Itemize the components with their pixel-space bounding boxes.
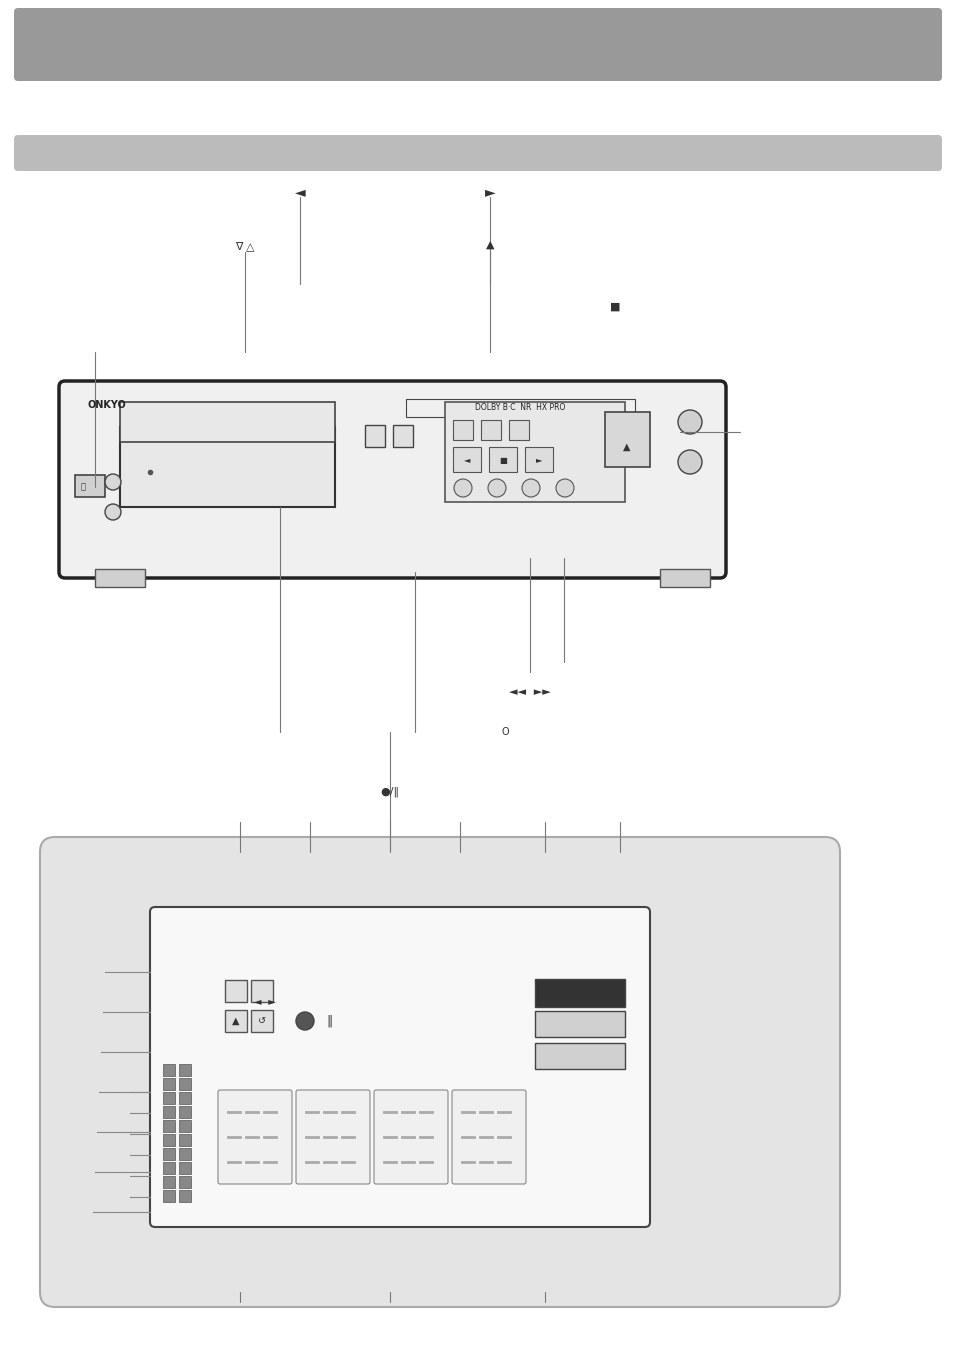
Bar [163, 1148, 174, 1160]
Bar [163, 1078, 174, 1090]
Bar [179, 1134, 191, 1146]
FancyBboxPatch shape [374, 1090, 448, 1184]
Bar [453, 420, 473, 439]
Circle shape [105, 504, 121, 521]
Bar [95, 569, 145, 587]
Bar [524, 448, 553, 472]
Bar [365, 425, 385, 448]
Bar [251, 980, 273, 1002]
Bar [75, 475, 105, 498]
Text: ▲: ▲ [622, 442, 630, 452]
Bar [120, 402, 335, 442]
Text: ◄: ◄ [294, 185, 305, 199]
Text: ◄: ◄ [463, 456, 470, 465]
Bar [225, 1010, 247, 1032]
Bar [405, 399, 634, 416]
Bar [163, 1134, 174, 1146]
Bar [163, 1064, 174, 1076]
Bar [444, 402, 624, 502]
Bar [535, 1011, 624, 1037]
Text: ■: ■ [609, 301, 619, 312]
Text: ‖: ‖ [327, 1014, 333, 1028]
Bar [163, 1106, 174, 1118]
Bar [163, 1161, 174, 1174]
Bar [179, 1176, 191, 1188]
Bar [535, 979, 624, 1007]
Text: ∇ △: ∇ △ [235, 242, 254, 251]
Bar [251, 1010, 273, 1032]
Text: ◄  ►: ◄ ► [253, 996, 275, 1007]
Circle shape [678, 450, 701, 475]
Bar [659, 569, 709, 587]
Circle shape [454, 479, 472, 498]
Bar [179, 1092, 191, 1105]
Bar [179, 1078, 191, 1090]
Text: ►: ► [484, 185, 495, 199]
Text: ⏻: ⏻ [80, 483, 86, 492]
Bar [480, 420, 500, 439]
Bar [163, 1119, 174, 1132]
Circle shape [521, 479, 539, 498]
Bar [453, 448, 480, 472]
Bar [489, 448, 517, 472]
Bar [120, 427, 335, 507]
Text: ■: ■ [498, 456, 506, 465]
Bar [393, 425, 413, 448]
Text: ▲: ▲ [232, 1015, 239, 1026]
FancyBboxPatch shape [295, 1090, 370, 1184]
Bar [179, 1148, 191, 1160]
Bar [163, 1176, 174, 1188]
Bar [509, 420, 529, 439]
FancyBboxPatch shape [59, 381, 725, 579]
FancyBboxPatch shape [14, 8, 941, 81]
FancyBboxPatch shape [150, 907, 649, 1228]
Bar [225, 980, 247, 1002]
Text: ●/‖: ●/‖ [380, 787, 399, 798]
Bar [179, 1161, 191, 1174]
Bar [179, 1064, 191, 1076]
FancyBboxPatch shape [452, 1090, 525, 1184]
Text: ONKYO: ONKYO [87, 400, 126, 410]
Bar [163, 1190, 174, 1202]
Text: ↺: ↺ [257, 1015, 266, 1026]
Text: ◄◄  ►►: ◄◄ ►► [509, 687, 550, 698]
Text: O: O [500, 727, 508, 737]
FancyBboxPatch shape [14, 135, 941, 170]
Bar [604, 412, 649, 466]
Text: DOLBY B·C  NR  HX PRO: DOLBY B·C NR HX PRO [475, 403, 565, 412]
Bar [535, 1042, 624, 1069]
Text: ▲: ▲ [485, 241, 494, 250]
FancyBboxPatch shape [40, 837, 840, 1307]
Bar [179, 1119, 191, 1132]
Bar [179, 1106, 191, 1118]
FancyBboxPatch shape [218, 1090, 292, 1184]
Circle shape [105, 475, 121, 489]
Circle shape [556, 479, 574, 498]
Text: ►: ► [536, 456, 541, 465]
Circle shape [488, 479, 505, 498]
Circle shape [678, 410, 701, 434]
Bar [179, 1190, 191, 1202]
Bar [163, 1092, 174, 1105]
Circle shape [295, 1013, 314, 1030]
